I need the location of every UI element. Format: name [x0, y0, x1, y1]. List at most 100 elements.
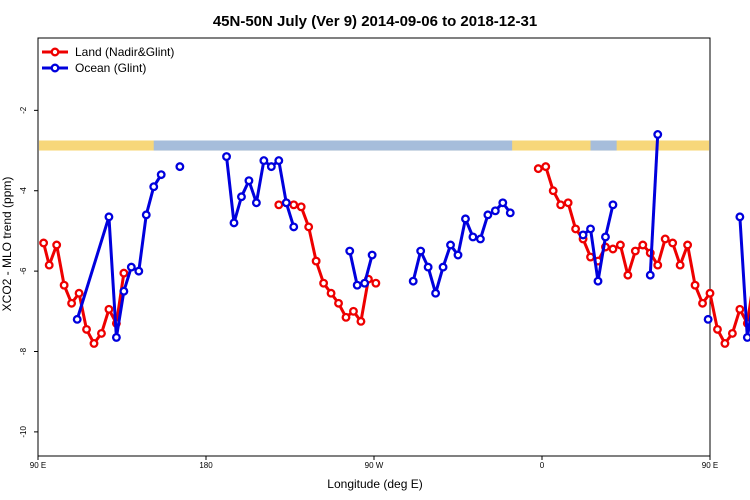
chart-title: 45N-50N July (Ver 9) 2014-09-06 to 2018-… [213, 13, 537, 30]
series-layer [39, 130, 750, 348]
x-tick-label: 90 E [702, 461, 718, 470]
land-point [563, 198, 573, 208]
land-ocean-band [39, 140, 709, 151]
ocean-point [289, 222, 299, 232]
land-point [548, 186, 558, 196]
land-point [735, 304, 745, 314]
land-point [304, 222, 314, 232]
ocean-point [453, 250, 463, 260]
ocean-point [141, 210, 151, 220]
legend-ocean-marker [50, 63, 60, 73]
land-point [67, 298, 77, 308]
land-point [660, 234, 670, 244]
land-point [44, 260, 54, 270]
ocean-point [126, 262, 136, 272]
land-point [623, 270, 633, 280]
ocean-point [586, 224, 595, 234]
ocean-point [259, 156, 269, 166]
land-point [371, 278, 381, 288]
land-point [341, 312, 351, 322]
land-point [349, 306, 358, 316]
ocean-point [475, 234, 485, 244]
ocean-point [578, 230, 588, 240]
legend-ocean-label: Ocean (Glint) [75, 61, 146, 75]
land-point [289, 200, 299, 210]
ocean-band-segment [153, 140, 513, 151]
land-point [274, 200, 284, 210]
ocean-point [72, 314, 82, 324]
land-point [82, 324, 91, 334]
land-point [104, 304, 114, 314]
ocean-series [72, 130, 750, 342]
land-point [533, 164, 543, 174]
ocean-point [498, 198, 508, 208]
x-tick-label: 90 E [30, 461, 46, 470]
y-tick-label: -10 [19, 426, 28, 438]
ocean-series-line [648, 134, 660, 276]
land-point [727, 328, 737, 338]
ocean-point [593, 276, 603, 286]
ocean-point [408, 276, 418, 286]
ocean-point [431, 288, 441, 298]
ocean-point [653, 130, 663, 139]
ocean-point [505, 208, 515, 218]
ocean-point [483, 210, 493, 220]
land-point [319, 278, 329, 288]
ocean-point [735, 212, 745, 222]
x-axis-label: Longitude (deg E) [327, 477, 422, 491]
y-tick-label: -2 [19, 106, 28, 114]
ocean-point [461, 214, 470, 224]
ocean-series-line [738, 216, 750, 339]
land-point [296, 202, 306, 212]
land-point [690, 280, 700, 290]
ocean-point [149, 182, 159, 192]
ocean-band-segment [590, 140, 617, 151]
land-point [698, 298, 707, 308]
ocean-point [490, 206, 500, 216]
ocean-point [266, 162, 276, 172]
ocean-point [222, 152, 231, 162]
x-tick-label: 0 [540, 461, 545, 470]
x-tick-label: 90 W [365, 461, 384, 470]
ocean-point [446, 240, 455, 250]
y-tick-label: -4 [19, 187, 28, 195]
ocean-point [134, 266, 144, 276]
land-point [326, 288, 336, 298]
ocean-point [703, 314, 713, 324]
ocean-point [229, 218, 239, 228]
ocean-point [438, 262, 448, 272]
land-point [119, 268, 129, 278]
ocean-point [345, 246, 355, 256]
land-point [59, 280, 69, 290]
land-point [356, 316, 366, 326]
y-tick-label: -6 [19, 267, 28, 275]
ocean-point [601, 232, 610, 242]
land-point [720, 339, 730, 348]
y-axis-label: XCO2 - MLO trend (ppm) [0, 177, 14, 312]
ocean-point [237, 192, 246, 202]
ocean-point [742, 332, 750, 342]
land-point [683, 240, 693, 250]
land-point [97, 328, 106, 338]
land-point [713, 324, 722, 334]
ocean-point [360, 278, 370, 288]
ocean-point [274, 156, 284, 166]
land-point [653, 260, 663, 270]
y-tick-label: -8 [19, 347, 28, 355]
ocean-series-line [225, 156, 296, 228]
land-point [668, 238, 678, 248]
land-point [705, 288, 715, 298]
land-point [39, 238, 49, 248]
ocean-point [111, 332, 121, 342]
land-point [608, 244, 618, 254]
ocean-point [104, 212, 114, 222]
x-tick-label: 180 [199, 461, 213, 470]
land-point [638, 240, 648, 250]
ocean-point [608, 200, 618, 210]
ocean-point [645, 270, 655, 280]
ocean-point [367, 250, 377, 260]
land-point [556, 200, 566, 210]
land-point [675, 260, 685, 270]
land-point [571, 224, 581, 234]
